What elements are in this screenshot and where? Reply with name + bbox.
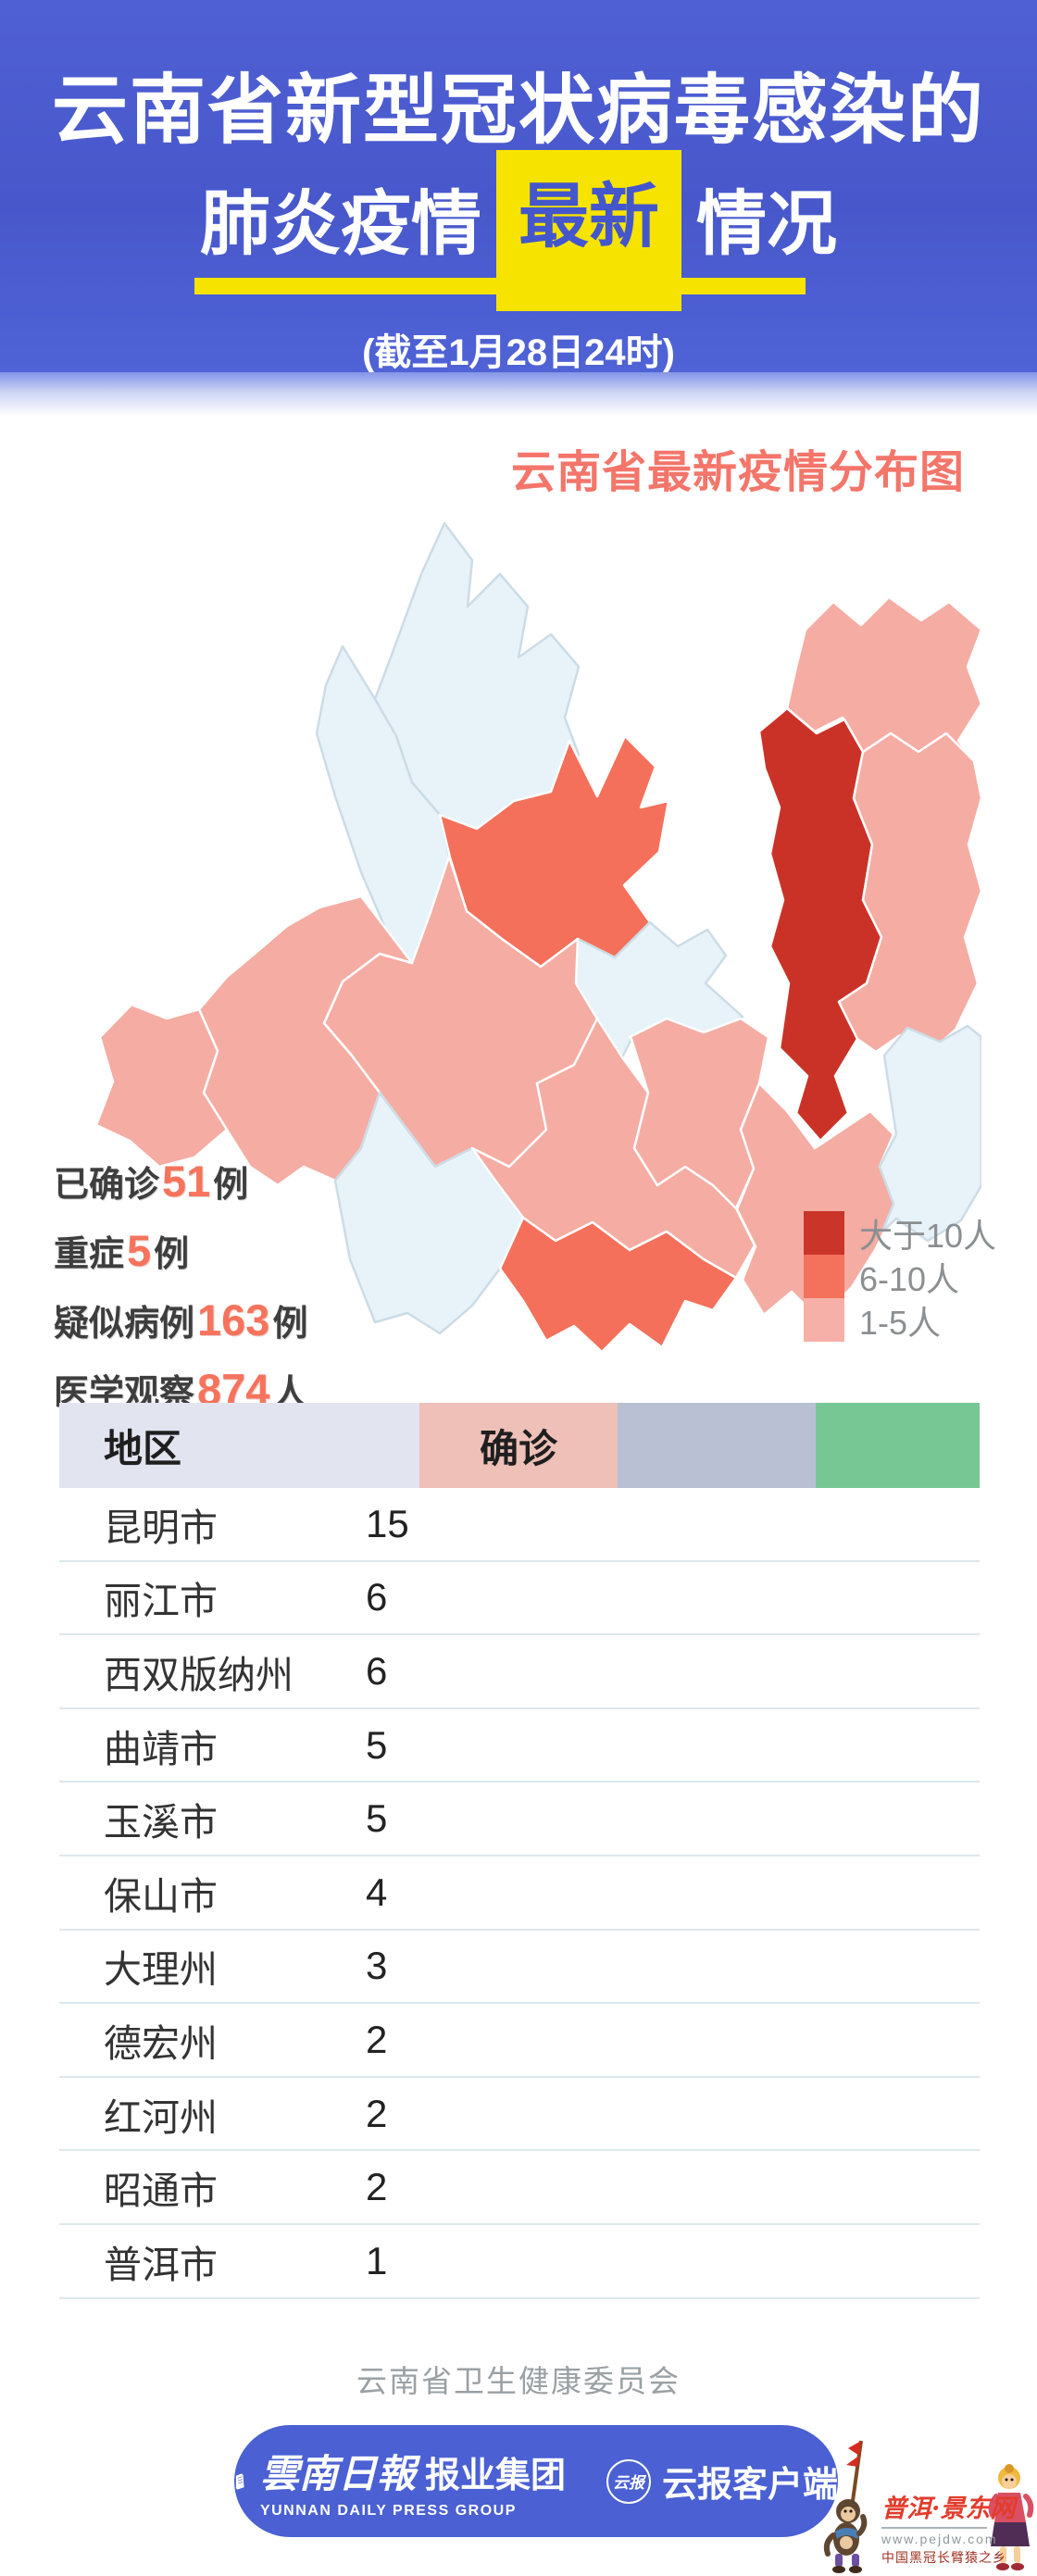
legend-swatch-light-red (804, 1298, 844, 1342)
title-line2-suffix: 情况 (696, 185, 837, 264)
stat-label: 重症 (54, 1235, 125, 1274)
table-row: 大理州 3 (59, 1931, 980, 2005)
stat-severe: 重症 5 例 (54, 1216, 307, 1285)
stat-label: 疑似病例 (54, 1305, 195, 1344)
page-title-line1: 云南省新型冠状病毒感染的 (51, 69, 985, 153)
legend-label: 6-10人 (859, 1259, 960, 1298)
row-region: 昆明市 (104, 1506, 218, 1549)
map-region-honghe (735, 1082, 900, 1321)
legend-item-6-10: 6-10人 (804, 1255, 996, 1298)
row-confirmed: 2 (366, 2091, 388, 2135)
date-note: (截至1月28日24时) (362, 332, 675, 373)
table-header-region-label: 地区 (104, 1426, 182, 1470)
press-group-lockup: 雲南日報 报业集团 YUNNAN DAILY PRESS GROUP (260, 2443, 566, 2520)
row-region: 大理州 (104, 1948, 218, 1992)
row-region: 普洱市 (104, 2243, 218, 2286)
site-watermark: 普洱·景东网 www.pejdw.com 中国黑冠长臂猿之乡 (820, 2419, 1035, 2576)
table-header-spacer-gray (618, 1403, 816, 1488)
row-region: 昭通市 (104, 2170, 218, 2213)
row-region: 德宏州 (104, 2021, 218, 2065)
header-banner: 云南省新型冠状病毒感染的 肺炎疫情 最新 情况 (截至1月28日24时) (0, 0, 1037, 373)
stat-suspected: 疑似病例 163 例 (54, 1285, 307, 1355)
watermark-site-name: 普洱·景东网 (881, 2495, 1016, 2523)
map-region-zhaotong (785, 595, 981, 763)
row-region: 丽江市 (104, 1580, 218, 1623)
stat-value: 163 (197, 1295, 270, 1344)
map-region-xishuangbanna (498, 1216, 738, 1352)
stat-label: 已确诊 (54, 1166, 160, 1205)
press-group-bar: 雲南日報 报业集团 YUNNAN DAILY PRESS GROUP 云报 云报… (234, 2425, 838, 2537)
row-region: 曲靖市 (104, 1727, 218, 1770)
table-row: 昭通市 2 (59, 2151, 980, 2225)
row-region: 玉溪市 (104, 1801, 218, 1844)
row-confirmed: 5 (366, 1796, 388, 1841)
table-header-confirmed-label: 确诊 (479, 1426, 557, 1470)
gibbon-mascot-icon (823, 2440, 868, 2573)
page-title-line2: 肺炎疫情 最新 情况 (0, 150, 1037, 319)
row-confirmed: 5 (366, 1722, 388, 1767)
row-region: 保山市 (104, 1874, 218, 1918)
girl-mascot-icon (988, 2464, 1034, 2570)
data-source: 云南省卫生健康委员会 (356, 2364, 681, 2398)
map-region-wenshan (878, 1024, 981, 1243)
table-row: 昆明市 15 (59, 1488, 980, 1562)
stat-confirmed: 已确诊 51 例 (54, 1146, 307, 1216)
table-row: 曲靖市 5 (59, 1709, 980, 1783)
table-header-region: 地区 (59, 1403, 419, 1488)
watermark-url: www.pejdw.com (881, 2527, 996, 2546)
press-name-en: YUNNAN DAILY PRESS GROUP (259, 2503, 517, 2519)
table-body: 昆明市 15 丽江市 6 西双版纳州 6 曲靖市 5 玉溪市 5 保山市 4 大理州 3 德宏… (59, 1488, 980, 2299)
table-row: 普洱市 1 (59, 2225, 980, 2299)
map-region-dehong (94, 1003, 229, 1169)
row-confirmed: 2 (366, 2017, 388, 2061)
row-confirmed: 3 (366, 1944, 388, 1988)
app-logo-circle: 云报 (606, 2458, 651, 2504)
row-confirmed: 6 (366, 1648, 388, 1693)
map-region-baoshan (197, 894, 414, 1187)
row-region: 西双版纳州 (104, 1653, 294, 1696)
app-name: 云报客户端 (661, 2466, 838, 2505)
press-calligraphy: 雲南日報 (259, 2451, 416, 2496)
legend-label: 大于10人 (859, 1216, 997, 1255)
table-row: 玉溪市 5 (59, 1782, 980, 1857)
row-confirmed: 2 (366, 2165, 388, 2209)
table-row: 保山市 4 (59, 1857, 980, 1931)
title-line2-prefix: 肺炎疫情 (200, 185, 481, 264)
title-underline (194, 278, 806, 294)
table-row: 红河州 2 (59, 2078, 980, 2152)
app-lockup: 云报 云报客户端 (606, 2456, 838, 2507)
watermark-tagline: 中国黑冠长臂猿之乡 (881, 2551, 1006, 2566)
table-header-confirmed: 确诊 (419, 1403, 618, 1488)
table-row: 德宏州 2 (59, 2004, 980, 2078)
legend-item-1-5: 1-5人 (804, 1298, 996, 1342)
table-header-spacer-green (816, 1403, 980, 1488)
legend-swatch-mid-red (804, 1255, 844, 1298)
watermark-text-block: 普洱·景东网 www.pejdw.com 中国黑冠长臂猿之乡 (881, 2488, 1016, 2567)
summary-stats: 已确诊 51 例 重症 5 例 疑似病例 163 例 医学观察 874 人 (54, 1146, 307, 1424)
yunnan-choropleth-map (94, 521, 981, 1352)
row-confirmed: 15 (366, 1501, 409, 1545)
row-confirmed: 6 (366, 1575, 388, 1619)
stat-unit: 例 (154, 1235, 190, 1274)
stat-value: 5 (127, 1226, 152, 1275)
table-row: 西双版纳州 6 (59, 1635, 980, 1709)
stat-value: 51 (162, 1157, 211, 1206)
map-legend: 大于10人 6-10人 1-5人 (804, 1211, 996, 1342)
header-fade-gradient (0, 372, 1037, 417)
legend-label: 1-5人 (859, 1303, 942, 1342)
row-region: 红河州 (104, 2095, 218, 2139)
map-title: 云南省最新疫情分布图 (510, 448, 965, 497)
table-header-row: 地区 确诊 (59, 1403, 980, 1488)
newspaper-icon (235, 2472, 244, 2490)
stat-unit: 例 (213, 1166, 249, 1205)
row-confirmed: 1 (366, 2238, 388, 2282)
table-row: 丽江市 6 (59, 1562, 980, 1636)
legend-item-gt10: 大于10人 (804, 1211, 996, 1255)
press-name: 报业集团 (424, 2457, 566, 2495)
legend-swatch-dark-red (804, 1211, 844, 1255)
stat-unit: 例 (272, 1305, 308, 1344)
row-confirmed: 4 (366, 1869, 388, 1914)
